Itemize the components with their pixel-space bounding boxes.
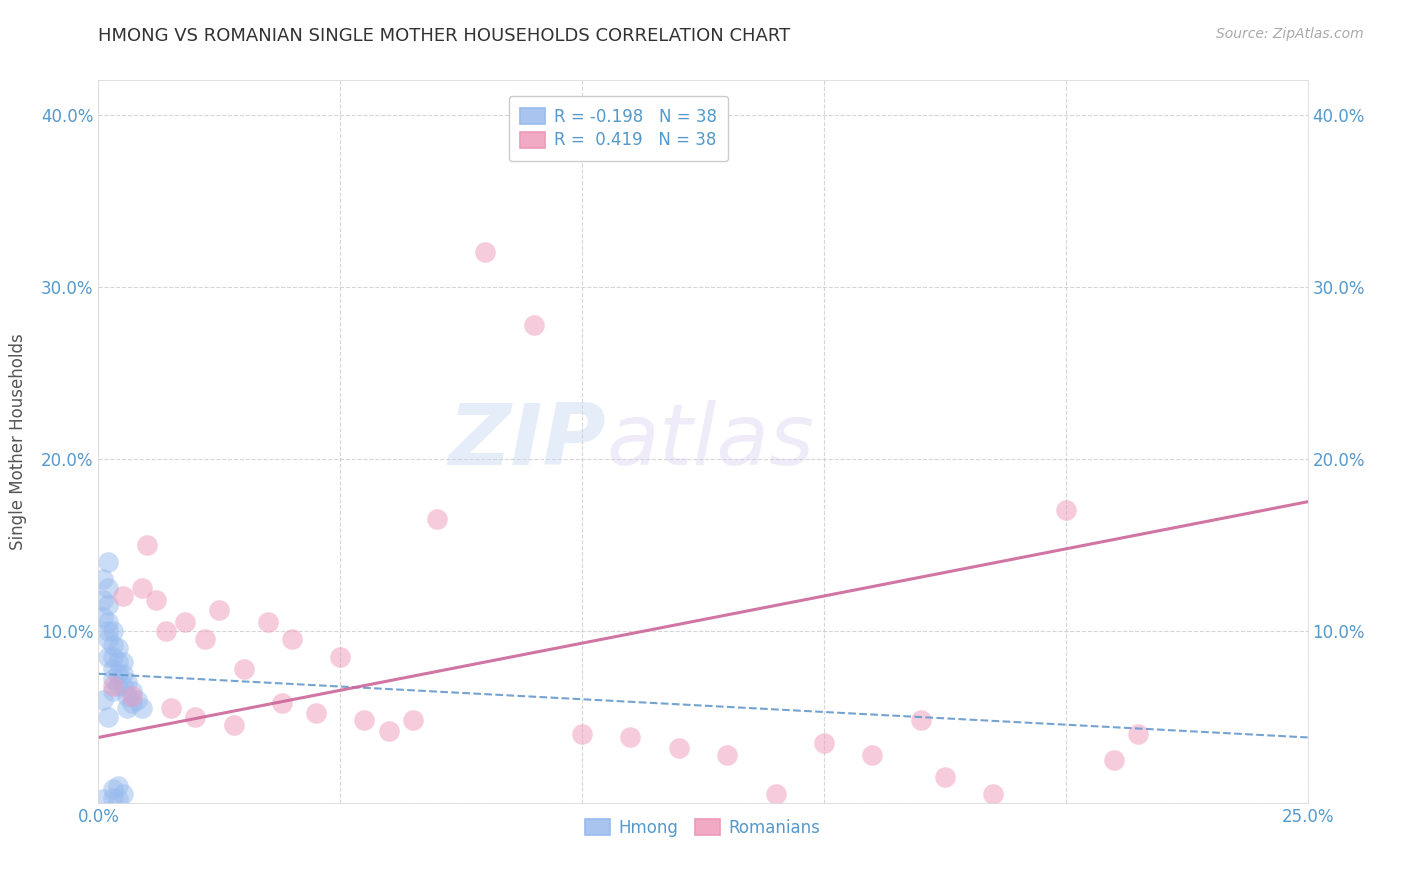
Point — [97, 598, 120, 612]
Point — [107, 640, 129, 655]
Point — [111, 666, 134, 681]
Point — [107, 666, 129, 681]
Point — [97, 649, 120, 664]
Point — [329, 649, 352, 664]
Point — [155, 624, 177, 638]
Point — [97, 581, 120, 595]
Point — [101, 638, 124, 652]
Point — [377, 723, 399, 738]
Point — [107, 779, 129, 793]
Point — [91, 572, 114, 586]
Point — [402, 713, 425, 727]
Point — [111, 655, 134, 669]
Point — [101, 782, 124, 797]
Point — [256, 615, 278, 630]
Point — [281, 632, 304, 647]
Text: Source: ZipAtlas.com: Source: ZipAtlas.com — [1216, 27, 1364, 41]
Point — [813, 735, 835, 749]
Point — [716, 747, 738, 762]
Point — [1054, 503, 1077, 517]
Point — [571, 727, 593, 741]
Point — [426, 512, 449, 526]
Point — [523, 318, 546, 332]
Point — [127, 692, 149, 706]
Point — [910, 713, 932, 727]
Point — [91, 692, 114, 706]
Point — [111, 590, 134, 604]
Point — [101, 624, 124, 638]
Point — [91, 592, 114, 607]
Point — [271, 696, 294, 710]
Point — [121, 689, 143, 703]
Point — [97, 632, 120, 647]
Point — [619, 731, 641, 745]
Point — [1102, 753, 1125, 767]
Point — [353, 713, 375, 727]
Point — [111, 787, 134, 801]
Point — [101, 662, 124, 676]
Point — [1128, 727, 1150, 741]
Point — [135, 538, 157, 552]
Point — [208, 603, 231, 617]
Point — [101, 649, 124, 664]
Point — [131, 701, 153, 715]
Y-axis label: Single Mother Households: Single Mother Households — [10, 334, 27, 549]
Point — [97, 555, 120, 569]
Point — [121, 696, 143, 710]
Point — [117, 689, 139, 703]
Point — [222, 718, 245, 732]
Point — [91, 610, 114, 624]
Point — [91, 792, 114, 806]
Point — [981, 787, 1004, 801]
Point — [765, 787, 787, 801]
Point — [668, 740, 690, 755]
Point — [117, 675, 139, 690]
Point — [97, 615, 120, 630]
Text: HMONG VS ROMANIAN SINGLE MOTHER HOUSEHOLDS CORRELATION CHART: HMONG VS ROMANIAN SINGLE MOTHER HOUSEHOL… — [98, 27, 790, 45]
Point — [232, 662, 254, 676]
Point — [117, 701, 139, 715]
Point — [97, 710, 120, 724]
Point — [107, 655, 129, 669]
Point — [101, 672, 124, 686]
Point — [194, 632, 217, 647]
Point — [174, 615, 197, 630]
Point — [160, 701, 183, 715]
Point — [131, 581, 153, 595]
Point — [107, 679, 129, 693]
Point — [101, 790, 124, 805]
Point — [101, 679, 124, 693]
Legend: Hmong, Romanians: Hmong, Romanians — [576, 810, 830, 845]
Text: atlas: atlas — [606, 400, 814, 483]
Text: ZIP: ZIP — [449, 400, 606, 483]
Point — [107, 792, 129, 806]
Point — [145, 592, 167, 607]
Point — [305, 706, 328, 721]
Point — [184, 710, 207, 724]
Point — [97, 624, 120, 638]
Point — [474, 245, 496, 260]
Point — [121, 684, 143, 698]
Point — [111, 679, 134, 693]
Point — [860, 747, 883, 762]
Point — [934, 770, 956, 784]
Point — [101, 684, 124, 698]
